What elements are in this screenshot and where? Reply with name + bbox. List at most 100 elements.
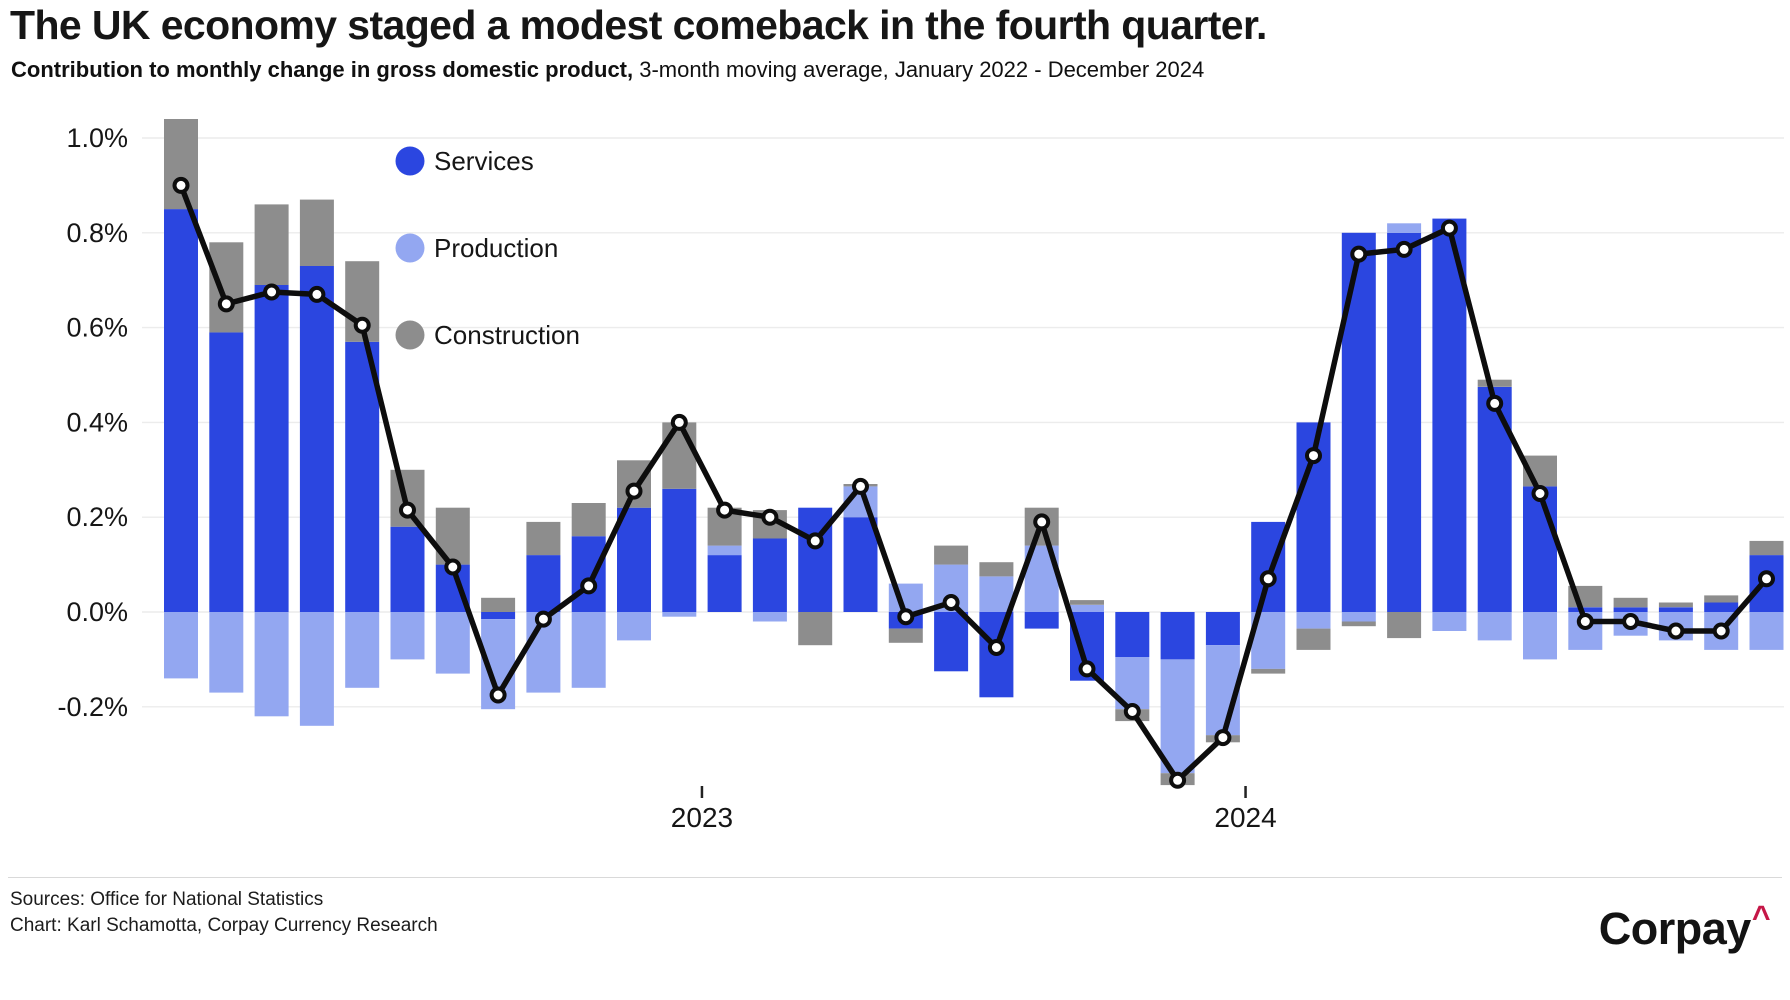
caret-icon: ^ — [1751, 899, 1771, 935]
bar-segment-production — [1070, 604, 1104, 612]
bar-segment-construction — [798, 612, 833, 646]
data-point-marker — [987, 639, 1005, 656]
data-point-marker — [1531, 485, 1549, 502]
bar-segment-services — [1160, 612, 1195, 660]
bar-segment-production — [1387, 223, 1422, 233]
y-axis-label: 0.8% — [66, 218, 128, 248]
data-point-marker — [1169, 771, 1187, 789]
bar-segment-production — [299, 612, 334, 726]
bar-segment-construction — [571, 503, 606, 537]
bar-segment-services — [1613, 607, 1648, 612]
bar-segment-production — [209, 612, 244, 693]
y-axis-label: 0.2% — [66, 502, 128, 532]
bar-segment-services — [1477, 386, 1512, 612]
bar-segment-construction — [1613, 597, 1648, 608]
data-point-marker — [308, 285, 326, 303]
data-point-marker — [852, 477, 869, 495]
data-point-marker — [1305, 447, 1322, 465]
bar-segment-production — [390, 612, 425, 660]
data-point-marker — [172, 176, 190, 194]
legend-swatch-production — [395, 233, 425, 263]
data-point-marker — [580, 577, 598, 595]
bar-segment-services — [934, 612, 969, 672]
bar-segment-services — [1205, 612, 1240, 646]
page-subtitle: Contribution to monthly change in gross … — [11, 57, 1204, 83]
bar-segment-production — [1160, 659, 1195, 774]
bar-segment-construction — [1251, 668, 1286, 674]
bar-segment-services — [299, 266, 334, 612]
bar-segment-services — [481, 612, 516, 620]
bar-segment-services — [1658, 607, 1693, 612]
data-point-marker — [1622, 613, 1640, 630]
y-axis-label: 0.6% — [66, 313, 128, 343]
bar-segment-production — [1523, 612, 1557, 660]
bar-segment-production — [345, 612, 380, 688]
data-point-marker — [1667, 622, 1685, 640]
bar-segment-services — [164, 209, 198, 612]
legend-swatch-construction — [395, 320, 425, 350]
legend-label-services: Services — [434, 146, 534, 176]
bar-segment-production — [1296, 612, 1331, 629]
data-point-marker — [625, 482, 643, 500]
bar-segment-services — [1024, 612, 1059, 629]
x-axis-label: 2024 — [1214, 802, 1276, 833]
bar-segment-services — [571, 536, 606, 612]
bar-segment-production — [1749, 612, 1784, 650]
bar-segment-construction — [481, 597, 516, 612]
y-axis-label: 0.4% — [66, 407, 128, 437]
bar-segment-construction — [526, 521, 561, 556]
corpay-logo-text: Corpay — [1598, 903, 1752, 954]
bar-segment-services — [707, 555, 742, 612]
total-line — [178, 182, 1770, 784]
bar-segment-services — [752, 538, 787, 612]
bar-segment-production — [1341, 612, 1376, 622]
page-title: The UK economy staged a modest comeback … — [10, 2, 1267, 48]
bar-segment-services — [617, 507, 651, 612]
bar-segment-construction — [1341, 621, 1376, 627]
data-point-marker — [1350, 245, 1368, 263]
bar-segment-construction — [299, 199, 334, 266]
data-point-marker — [942, 594, 960, 611]
bar-segment-production — [662, 612, 697, 617]
subtitle-bold: Contribution to monthly change in gross … — [11, 57, 634, 82]
data-point-marker — [1486, 394, 1504, 412]
footer-credit: Chart: Karl Schamotta, Corpay Currency R… — [10, 915, 438, 936]
bar-segment-production — [979, 576, 1014, 612]
data-point-marker — [716, 501, 734, 519]
data-point-marker — [1078, 660, 1096, 678]
bar-segment-construction — [934, 545, 969, 565]
y-axis-label: -0.2% — [57, 692, 128, 722]
data-point-marker — [399, 501, 416, 519]
legend-label-production: Production — [434, 233, 558, 263]
y-axis-label: 1.0% — [66, 123, 128, 153]
bar-segment-production — [707, 545, 742, 556]
bar-segment-construction — [1658, 602, 1693, 608]
y-axis-label: 0.0% — [66, 597, 128, 627]
footer-notes: Sources: Office for National Statistics … — [10, 887, 438, 939]
bar-segment-construction — [1749, 540, 1784, 556]
bar-segment-services — [662, 488, 697, 612]
bar-segment-construction — [888, 628, 923, 643]
data-point-marker — [444, 558, 462, 576]
data-point-marker — [534, 610, 552, 628]
data-point-marker — [1033, 513, 1051, 531]
data-point-marker — [897, 608, 915, 626]
data-point-marker — [1758, 570, 1775, 588]
bar-segment-services — [1387, 232, 1422, 613]
bar-segment-services — [1251, 521, 1286, 612]
bar-segment-construction — [979, 562, 1014, 577]
subtitle-rest: 3-month moving average, January 2022 - D… — [633, 57, 1205, 82]
bar-segment-production — [435, 612, 470, 674]
data-point-marker — [1259, 570, 1277, 588]
data-point-marker — [670, 413, 688, 431]
bar-segment-services — [390, 526, 425, 612]
corpay-logo: Corpay^ — [1598, 899, 1771, 955]
bar-segment-services — [209, 332, 244, 612]
bar-segment-construction — [1704, 595, 1739, 603]
bar-segment-production — [164, 612, 198, 679]
bar-segment-construction — [1296, 628, 1331, 650]
bar-segment-services — [345, 341, 380, 612]
data-point-marker — [761, 508, 779, 526]
data-point-marker — [1440, 219, 1458, 237]
